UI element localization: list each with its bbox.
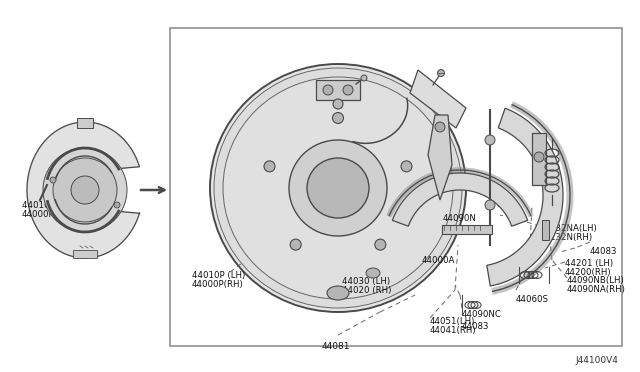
Polygon shape <box>392 173 527 226</box>
Text: 44090NB(LH): 44090NB(LH) <box>567 276 625 285</box>
Text: 44090N: 44090N <box>443 214 477 223</box>
Ellipse shape <box>323 85 333 95</box>
Text: 44200(RH): 44200(RH) <box>565 268 612 277</box>
Ellipse shape <box>361 75 367 81</box>
Polygon shape <box>487 108 563 286</box>
Bar <box>542 220 549 240</box>
Ellipse shape <box>223 77 453 299</box>
Bar <box>170 28 622 346</box>
Ellipse shape <box>289 140 387 236</box>
Bar <box>316 80 360 100</box>
Circle shape <box>71 176 99 204</box>
Text: 44060S: 44060S <box>516 295 549 304</box>
Text: 44132N(RH): 44132N(RH) <box>540 233 593 242</box>
Ellipse shape <box>307 158 369 218</box>
Polygon shape <box>410 70 466 128</box>
Ellipse shape <box>214 68 462 308</box>
Ellipse shape <box>366 268 380 278</box>
Text: 44000A: 44000A <box>422 256 456 265</box>
Text: 44000P(RH): 44000P(RH) <box>22 210 74 219</box>
Circle shape <box>435 122 445 132</box>
Polygon shape <box>27 122 140 258</box>
Bar <box>77 118 93 128</box>
Circle shape <box>53 158 117 222</box>
Ellipse shape <box>333 112 344 124</box>
Text: 44090NA(RH): 44090NA(RH) <box>567 285 626 294</box>
Text: 44083: 44083 <box>462 322 490 331</box>
Text: J44100V4: J44100V4 <box>575 356 618 365</box>
Circle shape <box>534 152 544 162</box>
Text: 44081: 44081 <box>322 342 351 351</box>
Text: 44030 (LH): 44030 (LH) <box>342 277 390 286</box>
Circle shape <box>114 202 120 208</box>
Circle shape <box>43 148 127 232</box>
Bar <box>442 225 492 234</box>
Ellipse shape <box>264 161 275 172</box>
Text: 44090NC: 44090NC <box>462 310 502 319</box>
Polygon shape <box>428 115 452 200</box>
Ellipse shape <box>343 85 353 95</box>
Ellipse shape <box>485 200 495 210</box>
Ellipse shape <box>290 239 301 250</box>
Text: 44010P (LH): 44010P (LH) <box>192 271 245 280</box>
Ellipse shape <box>401 161 412 172</box>
Ellipse shape <box>210 64 466 312</box>
Text: 44041(RH): 44041(RH) <box>430 326 477 335</box>
Bar <box>73 250 97 258</box>
Text: 44201 (LH): 44201 (LH) <box>565 259 613 268</box>
Text: 44132NA(LH): 44132NA(LH) <box>540 224 598 233</box>
Text: 44083: 44083 <box>590 247 618 256</box>
Ellipse shape <box>438 70 445 77</box>
Circle shape <box>50 177 56 183</box>
Text: 44051(LH): 44051(LH) <box>430 317 476 326</box>
Ellipse shape <box>327 286 349 300</box>
Bar <box>532 133 546 185</box>
Text: 44000P(RH): 44000P(RH) <box>192 280 244 289</box>
Ellipse shape <box>375 239 386 250</box>
Ellipse shape <box>485 135 495 145</box>
Text: 44020 (RH): 44020 (RH) <box>342 286 392 295</box>
Text: 44010P (LH): 44010P (LH) <box>22 201 76 210</box>
Ellipse shape <box>333 99 343 109</box>
